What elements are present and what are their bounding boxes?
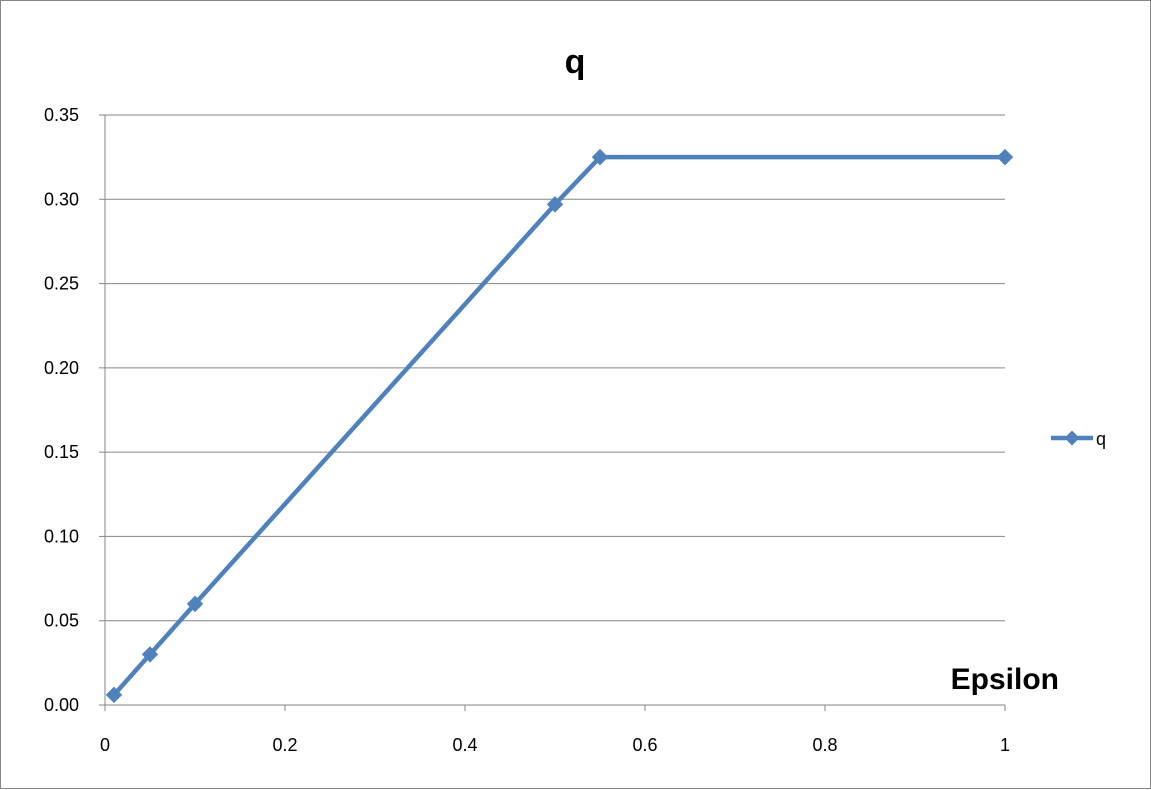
axes — [99, 114, 1006, 711]
y-tick-label: 0.00 — [44, 695, 79, 715]
x-tick-label: 0.2 — [272, 735, 297, 755]
y-tick-label: 0.35 — [44, 105, 79, 125]
x-tick-label: 1 — [1000, 735, 1010, 755]
legend-label-q: q — [1096, 429, 1106, 449]
x-tick-label: 0 — [100, 735, 110, 755]
series-q — [105, 148, 1014, 704]
legend: q — [1051, 429, 1106, 449]
y-axis-tick-labels: 0.00 0.05 0.10 0.15 0.20 0.25 0.30 0.35 — [44, 105, 79, 715]
y-tick-label: 0.10 — [44, 526, 79, 546]
data-point — [591, 148, 609, 166]
data-point — [186, 595, 204, 613]
y-tick-label: 0.20 — [44, 358, 79, 378]
y-tick-label: 0.25 — [44, 274, 79, 294]
series-line-q — [111, 154, 1008, 698]
data-point — [546, 196, 564, 213]
data-point — [141, 646, 159, 663]
y-tick-label: 0.30 — [44, 189, 79, 209]
x-tick-label: 0.8 — [812, 735, 837, 755]
data-point — [105, 686, 123, 704]
x-tick-label: 0.6 — [632, 735, 657, 755]
x-axis-title: Epsilon — [951, 663, 1059, 696]
chart-title: q — [565, 43, 586, 81]
legend-marker-q — [1064, 430, 1080, 446]
data-point — [996, 148, 1014, 166]
y-tick-label: 0.05 — [44, 611, 79, 631]
x-tick-label: 0.4 — [452, 735, 477, 755]
x-axis-tick-labels: 0 0.2 0.4 0.6 0.8 1 — [100, 735, 1010, 755]
y-tick-label: 0.15 — [44, 442, 79, 462]
gridlines — [105, 114, 1005, 622]
